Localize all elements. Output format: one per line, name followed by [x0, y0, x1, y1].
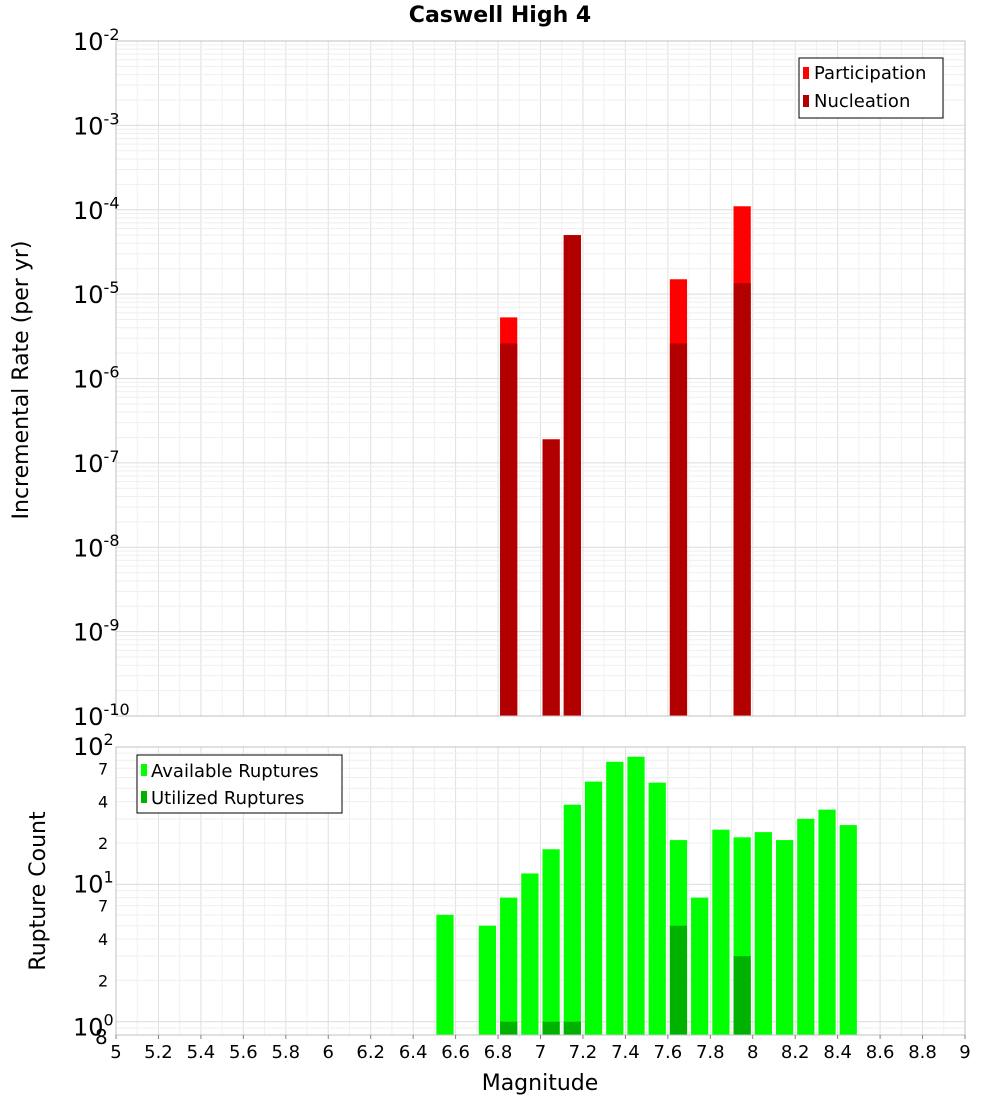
bottom-legend: Available Ruptures Utilized Ruptures [136, 754, 343, 814]
top-y-tick-label: 10-4 [73, 194, 120, 225]
utilized-ruptures-bar [542, 1021, 560, 1035]
top-y-axis-label: Incremental Rate (per yr) [9, 241, 34, 520]
participation-legend-swatch [803, 67, 809, 79]
nucleation-legend-label: Nucleation [814, 91, 910, 112]
top-legend-box [798, 57, 944, 119]
nucleation-bar [733, 283, 751, 716]
bottom-y-tick-label: 7 [98, 759, 108, 778]
x-tick-label: 8 [747, 1042, 758, 1063]
x-tick-label: 8.4 [823, 1042, 852, 1063]
available-ruptures-bar [542, 849, 560, 1035]
top-panel: 10-10 10-9 10-8 10-7 10-6 10-5 10-4 10-3 10-2 Inc… [9, 25, 966, 731]
bottom-y-power-label: 100 [73, 1011, 114, 1042]
bottom-y-axis-label: Rupture Count [26, 811, 51, 971]
x-axis-label: Magnitude [482, 1071, 599, 1096]
utilized-ruptures-bar [733, 956, 751, 1035]
top-y-tick-label: 10-9 [73, 616, 120, 647]
available-ruptures-bar [797, 818, 815, 1035]
nucleation-bar [563, 235, 581, 716]
available-ruptures-bar [691, 897, 709, 1035]
x-tick-label: 7.2 [569, 1042, 598, 1063]
x-tick-label: 6.8 [484, 1042, 513, 1063]
nucleation-bar [669, 343, 688, 716]
bottom-panel: 8 2 4 7 2 4 7 100 101 102 Rupture Count 5 5.2 5.4 5.6 5… [26, 730, 971, 1096]
bottom-y-tick-label: 2 [98, 971, 108, 990]
participation-legend-label: Participation [814, 63, 926, 84]
bottom-y-tick-label: 4 [98, 793, 108, 812]
bottom-legend-box [136, 754, 343, 814]
x-tick-label: 5 [110, 1042, 121, 1063]
x-tick-label: 5.2 [144, 1042, 173, 1063]
utilized-ruptures-bar [563, 1021, 581, 1035]
top-legend: Participation Nucleation [798, 57, 944, 119]
utilized-ruptures-bar [500, 1021, 518, 1035]
top-y-tick-label: 10-2 [73, 25, 120, 56]
x-tick-label: 5.8 [271, 1042, 300, 1063]
top-y-tick-label: 10-5 [73, 278, 120, 309]
top-y-tick-label: 10-8 [73, 531, 120, 562]
available-legend-swatch [141, 764, 147, 776]
available-ruptures-bar [818, 809, 836, 1035]
available-ruptures-bar [500, 897, 518, 1035]
x-tick-label: 7.8 [696, 1042, 725, 1063]
nucleation-bar [542, 439, 560, 716]
x-tick-label: 7.6 [654, 1042, 683, 1063]
available-legend-label: Available Ruptures [151, 761, 319, 782]
available-ruptures-bar [606, 761, 624, 1035]
x-tick-label: 7.4 [611, 1042, 640, 1063]
utilized-legend-label: Utilized Ruptures [151, 788, 304, 809]
top-y-tick-label: 10-3 [73, 109, 120, 140]
top-frame [115, 40, 966, 717]
x-tick-label: 8.6 [866, 1042, 895, 1063]
utilized-ruptures-bar [669, 925, 688, 1035]
available-ruptures-bar [754, 832, 772, 1035]
bottom-y-power-label: 101 [73, 867, 114, 898]
bottom-y-tick-label: 7 [98, 897, 108, 916]
available-ruptures-bar [563, 804, 581, 1035]
available-ruptures-bar [627, 756, 645, 1035]
x-tick-label: 6.4 [399, 1042, 428, 1063]
chart-title: Caswell High 4 [409, 3, 591, 28]
x-tick-label: 8.8 [908, 1042, 937, 1063]
x-tick-label: 7 [535, 1042, 546, 1063]
bottom-y-tick-label: 8 [95, 1025, 108, 1049]
available-ruptures-bar [648, 782, 666, 1035]
nucleation-legend-swatch [803, 95, 809, 107]
bottom-y-tick-label: 2 [98, 834, 108, 853]
top-y-tick-label: 10-10 [73, 700, 130, 731]
x-tick-label: 6.2 [356, 1042, 385, 1063]
available-ruptures-bar [712, 829, 730, 1035]
top-y-tick-label: 10-6 [73, 362, 120, 393]
bottom-y-tick-label: 4 [98, 930, 108, 949]
available-ruptures-bar [775, 840, 794, 1035]
x-tick-label: 5.4 [187, 1042, 216, 1063]
available-ruptures-bar [839, 825, 857, 1035]
nucleation-bar [500, 343, 518, 716]
top-y-tick-label: 10-7 [73, 447, 120, 478]
available-ruptures-bar [478, 925, 497, 1035]
available-ruptures-bar [584, 781, 603, 1035]
bottom-y-power-label: 102 [73, 730, 114, 761]
x-tick-label: 5.6 [229, 1042, 258, 1063]
available-ruptures-bar [436, 914, 454, 1035]
x-tick-label: 6 [323, 1042, 334, 1063]
available-ruptures-bar [521, 873, 539, 1035]
x-tick-label: 8.2 [781, 1042, 810, 1063]
x-tick-label: 6.6 [441, 1042, 470, 1063]
utilized-legend-swatch [141, 791, 147, 803]
x-tick-label: 9 [959, 1042, 970, 1063]
